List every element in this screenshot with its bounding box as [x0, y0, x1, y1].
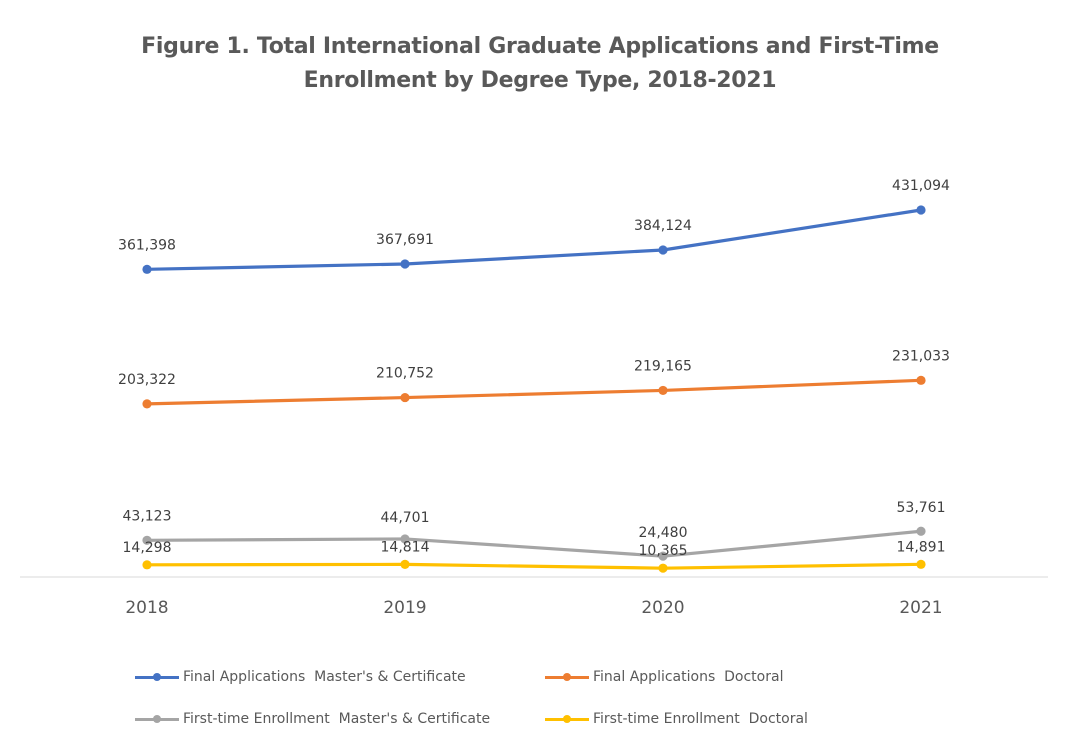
- data-label: 14,298: [123, 540, 172, 556]
- legend-item-first-time-enrollment-doctoral: First-time Enrollment Doctoral: [545, 707, 808, 731]
- data-point: [658, 245, 668, 255]
- data-label: 367,691: [376, 232, 434, 248]
- legend-item-first-time-enrollment-master-s-certificate: First-time Enrollment Master's & Certifi…: [135, 707, 490, 731]
- data-point: [400, 259, 410, 269]
- data-label: 44,701: [381, 510, 430, 526]
- series-line-final-applications-doctoral: [145, 378, 923, 406]
- series-final-applications-master-s-certificate: 361,398 367,691 384,124 431,094: [118, 178, 950, 274]
- series-line-final-applications-master-s-certificate: [145, 208, 923, 271]
- x-tick-label: 2018: [125, 598, 168, 618]
- data-label: 361,398: [118, 237, 176, 253]
- series-final-applications-doctoral: 203,322 210,752 219,165 231,033: [118, 348, 950, 409]
- data-label: 384,124: [634, 218, 692, 234]
- data-point: [916, 205, 926, 215]
- x-tick-label: 2019: [383, 598, 426, 618]
- series-line-first-time-enrollment-master-s-certificate: [145, 529, 923, 558]
- data-point: [658, 563, 668, 573]
- data-point: [142, 264, 152, 274]
- data-point: [916, 526, 926, 536]
- legend-item-final-applications-doctoral: Final Applications Doctoral: [545, 665, 783, 689]
- legend-item-final-applications-master-s-certificate: Final Applications Master's & Certificat…: [135, 665, 466, 689]
- data-point: [658, 385, 668, 396]
- chart-title: Figure 1. Total International Graduate A…: [0, 30, 1080, 98]
- chart-title-line-2: Enrollment by Degree Type, 2018-2021: [303, 68, 777, 93]
- legend-swatch: [135, 670, 179, 684]
- chart-title-line-1: Figure 1. Total International Graduate A…: [141, 34, 939, 59]
- legend-label: First-time Enrollment Doctoral: [593, 711, 808, 727]
- data-point: [400, 534, 410, 544]
- data-point: [916, 375, 926, 385]
- legend-swatch: [545, 670, 589, 684]
- data-point: [142, 399, 152, 409]
- series-first-time-enrollment-doctoral: 14,298 14,814 10,365 14,891: [123, 539, 946, 573]
- data-point: [142, 560, 152, 570]
- x-tick-label: 2021: [899, 598, 942, 618]
- legend-swatch: [545, 712, 589, 726]
- legend-label: Final Applications Doctoral: [593, 669, 784, 685]
- data-label: 231,033: [892, 348, 950, 364]
- data-point: [142, 535, 152, 545]
- data-point: [400, 559, 410, 569]
- line-chart: 2018 2019 2020 2021 361,398 367,691 384,124 431…: [20, 178, 1048, 618]
- chart-legend: Final Applications Master's & Certificat…: [0, 660, 1080, 750]
- data-label: 219,165: [634, 358, 692, 374]
- data-point: [658, 551, 668, 561]
- data-point: [400, 392, 410, 403]
- data-label: 43,123: [123, 508, 172, 524]
- data-label: 203,322: [118, 372, 176, 388]
- data-point: [916, 559, 926, 569]
- data-label: 53,761: [897, 500, 946, 516]
- series-first-time-enrollment-master-s-certificate: 43,123 44,701 24,480 53,761: [123, 500, 946, 561]
- legend-swatch: [135, 712, 179, 726]
- data-label: 14,814: [381, 539, 430, 555]
- data-label: 10,365: [639, 543, 688, 559]
- legend-label: First-time Enrollment Master's & Certifi…: [183, 711, 491, 727]
- data-label: 24,480: [639, 525, 688, 541]
- x-tick-label: 2020: [641, 598, 684, 618]
- data-label: 14,891: [897, 539, 946, 555]
- data-label: 210,752: [376, 366, 434, 382]
- legend-label: Final Applications Master's & Certificat…: [183, 669, 466, 685]
- series-line-first-time-enrollment-doctoral: [145, 562, 923, 570]
- data-label: 431,094: [892, 178, 950, 194]
